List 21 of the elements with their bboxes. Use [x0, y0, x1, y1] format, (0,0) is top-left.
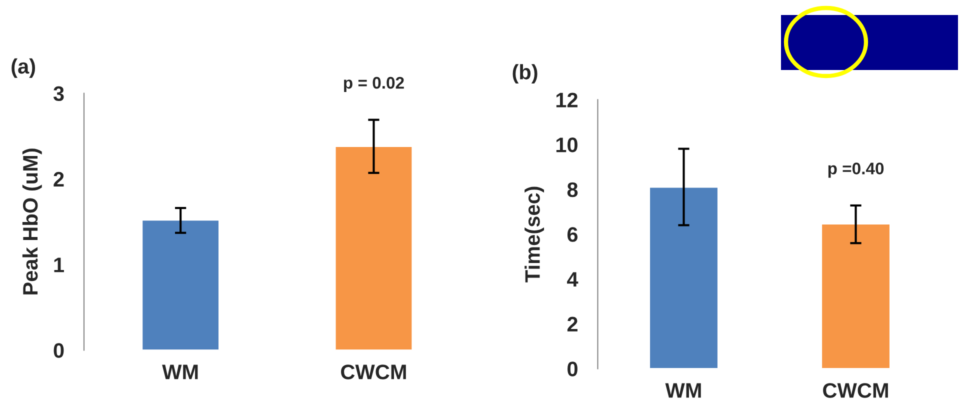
chart-title: (a) — [12, 58, 36, 78]
y-axis-title: Time(sec) — [524, 186, 544, 282]
y-tick-label: 6 — [567, 227, 578, 242]
annotation: p =0.40 — [828, 162, 884, 178]
x-tick-label: WM — [162, 364, 198, 380]
y-axis-title: Peak HbO (uM) — [22, 148, 42, 294]
y-tick-label: 10 — [556, 138, 578, 152]
y-tick-label: 0 — [568, 362, 578, 376]
y-tick-label: 2 — [567, 316, 578, 332]
y-tick-label: 1 — [54, 258, 64, 272]
y-tick-label: 3 — [53, 86, 64, 102]
y-tick-label: 2 — [54, 172, 64, 186]
y-tick-label: 8 — [567, 182, 578, 198]
chart-title: (b) — [512, 64, 538, 84]
x-tick-label: CWCM — [341, 364, 406, 380]
y-tick-label: 12 — [556, 92, 578, 108]
y-tick-label: 0 — [54, 343, 64, 358]
x-tick-label: WM — [665, 383, 701, 398]
text: p = 0.02 — [344, 76, 404, 92]
y-tick-label: 4 — [567, 272, 578, 287]
x-tick-label: CWCM — [823, 383, 888, 398]
